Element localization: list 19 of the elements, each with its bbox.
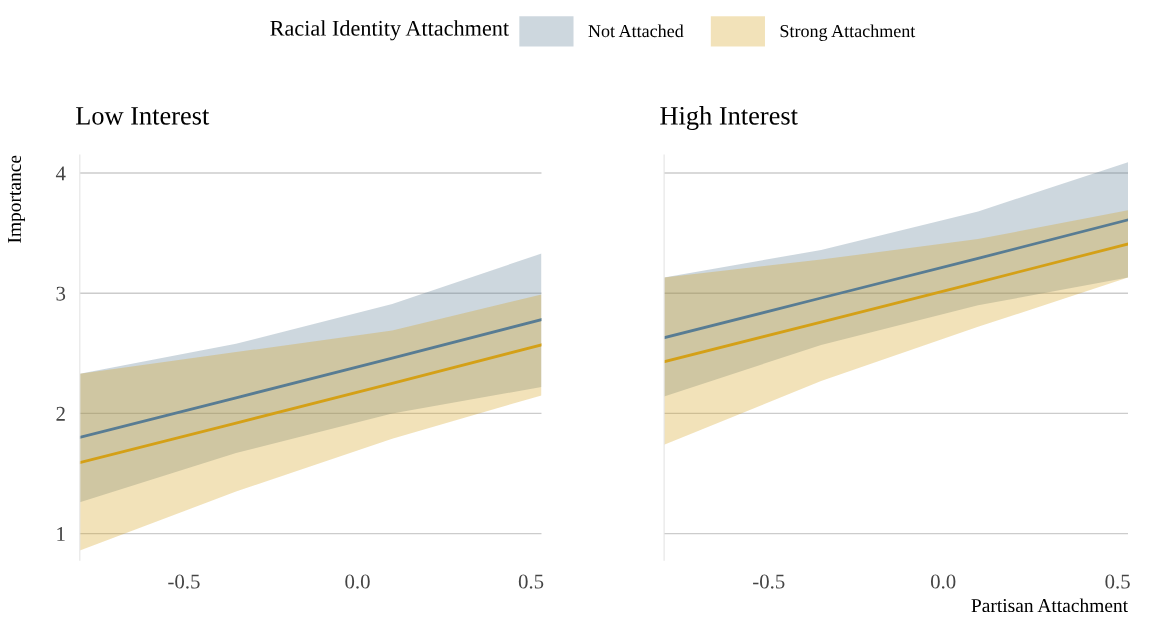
legend-label: Not Attached <box>588 24 684 38</box>
legend-title: Racial Identity Attachment <box>270 20 509 41</box>
chart-title: Low Interest <box>75 107 210 125</box>
chart-title: High Interest <box>660 106 798 131</box>
x-tick-label: -0.5 <box>753 574 785 589</box>
x-tick-label: -0.5 <box>168 574 200 589</box>
legend-label: Strong Attachment <box>780 24 916 41</box>
y-tick-label: 2 <box>56 406 65 421</box>
y-tick-label: 4 <box>55 166 66 181</box>
x-tick-label: 0.0 <box>930 574 956 589</box>
x-tick-label: 0.5 <box>518 574 544 589</box>
x-tick-label: 0.0 <box>345 574 370 589</box>
line-series <box>79 318 542 439</box>
y-tick-label: 3 <box>56 286 66 301</box>
x-axis-title: Partisan Attachment <box>971 598 1128 613</box>
y-axis-title: Importance <box>8 155 25 243</box>
line-series <box>79 343 542 465</box>
x-tick-label: 0.5 <box>1105 574 1130 589</box>
y-tick-label: 1 <box>57 527 65 541</box>
